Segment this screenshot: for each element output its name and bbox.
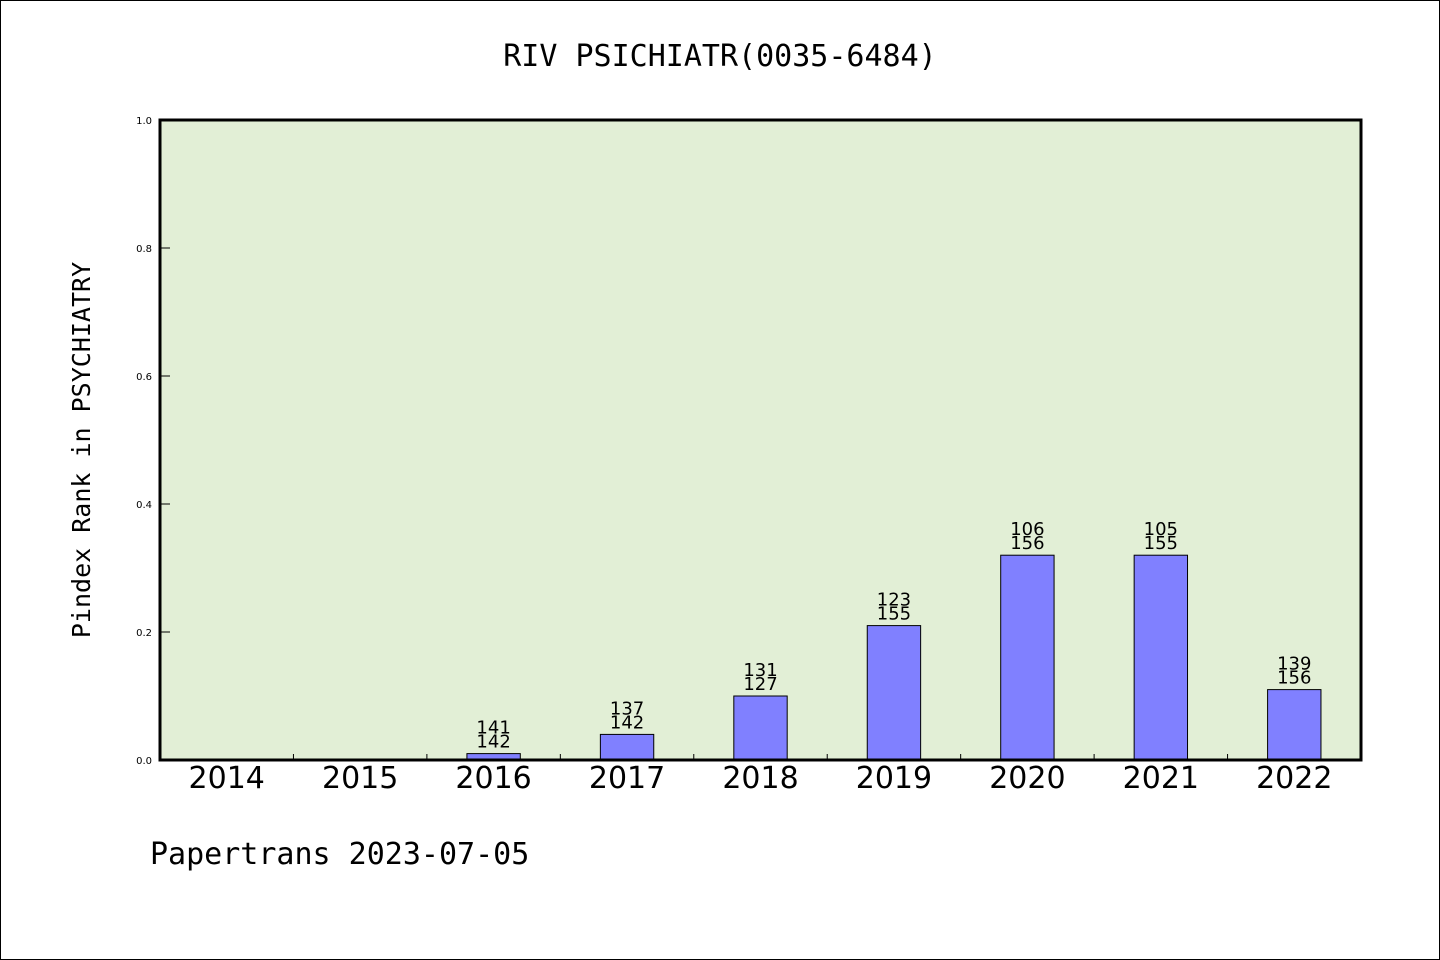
y-tick-label: 0.0 — [136, 756, 152, 767]
plot-border — [158, 118, 1363, 762]
footer-credit: Papertrans 2023-07-05 — [150, 837, 529, 872]
bar-label-rank: 106 — [1010, 519, 1044, 540]
bar — [866, 625, 922, 761]
bar-label-total: 142 — [610, 712, 644, 733]
bar-label-rank: 139 — [1277, 654, 1311, 675]
bar — [1133, 554, 1189, 761]
bar-label-total: 155 — [877, 604, 911, 625]
y-tick-label: 0.6 — [136, 372, 152, 383]
bar-label-rank: 105 — [1144, 519, 1178, 540]
y-axis-tick-labels: 0.0 0.2 0.4 0.6 0.8 1.0 — [136, 116, 152, 767]
bar — [733, 695, 788, 761]
y-tick-label: 0.4 — [136, 500, 152, 511]
y-tick-label: 0.2 — [136, 628, 152, 639]
x-tick-label: 2021 — [1123, 761, 1199, 796]
x-axis-tick-labels: 2014 2015 2016 2017 2018 2019 2020 2021 2022 — [189, 761, 1333, 796]
x-tick-label: 2014 — [189, 761, 265, 796]
bar-label-total: 142 — [476, 732, 510, 753]
x-tick-label: 2018 — [722, 761, 798, 796]
chart-title: RIV PSICHIATR(0035-6484) — [503, 39, 936, 74]
y-axis-label: Pindex Rank in PSYCHIATRY — [67, 262, 96, 638]
bar-label-rank: 123 — [877, 590, 911, 611]
y-tick-label: 1.0 — [136, 116, 152, 127]
bar-label-rank: 137 — [610, 698, 644, 719]
bar-label-total: 156 — [1010, 533, 1044, 554]
y-tick-label: 0.8 — [136, 244, 152, 255]
x-tick-label: 2022 — [1256, 761, 1332, 796]
bar-label-total: 155 — [1144, 533, 1178, 554]
x-tick-label: 2017 — [589, 761, 665, 796]
x-tick-label: 2019 — [856, 761, 932, 796]
bar-label-total: 156 — [1277, 668, 1311, 689]
x-tick-label: 2020 — [989, 761, 1065, 796]
bar-label-rank: 131 — [743, 660, 777, 681]
x-tick-label: 2015 — [322, 761, 398, 796]
bar — [599, 733, 655, 761]
x-tick-label: 2016 — [455, 761, 531, 796]
bar-label-total: 127 — [743, 674, 777, 695]
bar — [1267, 689, 1322, 761]
bar — [1000, 554, 1055, 761]
bar-label-rank: 141 — [476, 718, 510, 739]
bar-labels: 1411421371421311271231551061561051551391… — [476, 519, 1311, 752]
